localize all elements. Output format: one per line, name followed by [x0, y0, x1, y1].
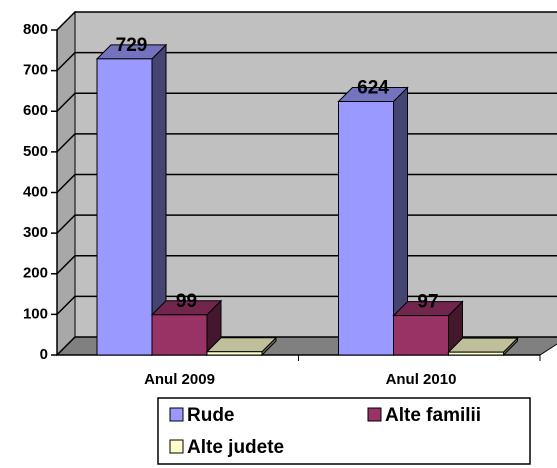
x-tick-label: Anul 2010: [386, 371, 457, 388]
legend-swatch: [169, 407, 184, 422]
bar: [338, 101, 394, 356]
grid-line: [56, 11, 557, 31]
y-tick-label: 700: [23, 62, 48, 79]
y-tick-label: 600: [23, 102, 48, 119]
data-label: 624: [357, 78, 389, 99]
bar: [96, 58, 153, 356]
bar: [151, 314, 208, 356]
legend-label: Alte judete: [187, 437, 284, 458]
bar: [448, 351, 504, 356]
y-tick-label: 500: [23, 143, 48, 160]
grid-line: [56, 51, 557, 72]
x-tick-label: Anul 2009: [144, 371, 215, 388]
y-tick-label: 800: [23, 21, 48, 38]
legend-label: Alte familii: [385, 405, 481, 426]
y-tick-label: 100: [23, 305, 48, 322]
legend-label: Rude: [187, 405, 235, 426]
y-tick-label: 200: [23, 265, 48, 282]
legend-swatch: [367, 407, 382, 422]
data-label: 97: [417, 292, 438, 313]
y-tick-label: 0: [40, 346, 48, 363]
legend-swatch: [169, 439, 184, 454]
data-label: 99: [176, 291, 197, 312]
data-label: 729: [116, 35, 148, 56]
legend-box: [157, 397, 531, 465]
y-tick-label: 300: [23, 224, 48, 241]
y-tick-label: 400: [23, 183, 48, 200]
bar: [393, 315, 449, 356]
bar: [206, 351, 263, 356]
